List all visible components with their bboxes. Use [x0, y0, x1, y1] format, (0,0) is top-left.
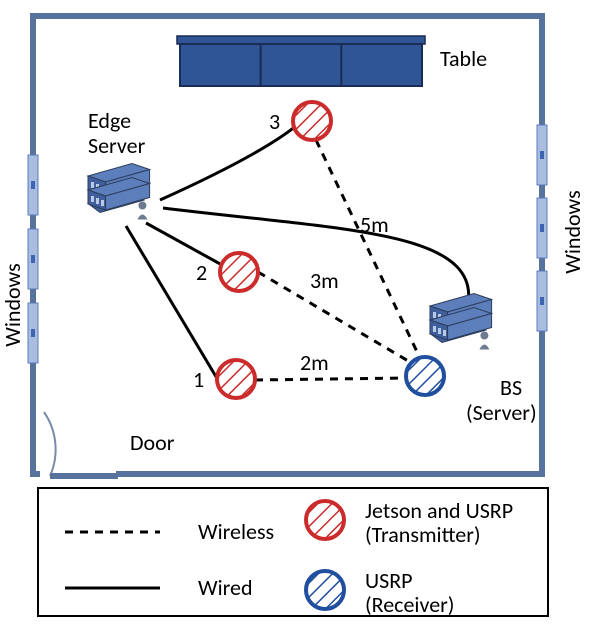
table — [177, 36, 425, 86]
window-segment — [28, 229, 38, 289]
transmitter-num: 3 — [269, 108, 280, 135]
door-arc — [44, 412, 56, 476]
bs-label-2: (Server) — [466, 399, 537, 426]
transmitter-node — [293, 102, 331, 140]
transmitter-node — [220, 253, 258, 291]
wired-link — [126, 226, 218, 380]
windows-left-label: Windows — [0, 263, 26, 346]
legend-tx-label-1: Jetson and USRP — [365, 497, 513, 524]
window-segment — [28, 303, 38, 363]
distance-label: 2m — [300, 349, 329, 376]
edge-server-label-1: Edge — [88, 107, 131, 134]
windows-right-label: Windows — [559, 190, 586, 273]
legend-tx-label-2: (Transmitter) — [365, 521, 481, 548]
transmitter-node — [217, 360, 255, 398]
legend-rx-label-2: (Receiver) — [365, 591, 454, 618]
wired-link — [146, 223, 222, 265]
table-label: Table — [440, 45, 487, 72]
wireless-link — [255, 378, 406, 380]
legend-tx-icon — [306, 501, 344, 539]
legend-wireless-label: Wireless — [198, 518, 274, 545]
legend-rx-icon — [306, 571, 344, 609]
legend-rx-label-1: USRP — [365, 567, 413, 594]
edge-server-label-2: Server — [88, 132, 146, 159]
receiver-node — [406, 357, 444, 395]
transmitter-num: 1 — [193, 366, 204, 393]
bs-server-icon — [418, 294, 492, 350]
wired-link — [160, 102, 310, 200]
window-segment — [537, 198, 547, 258]
distance-label: 3m — [310, 267, 339, 294]
transmitter-num: 2 — [196, 259, 207, 286]
window-segment — [537, 125, 547, 185]
window-segment — [537, 271, 547, 331]
window-segment — [28, 155, 38, 215]
wireless-link — [316, 140, 420, 358]
edge-server-icon — [76, 164, 150, 220]
distance-label: 5m — [360, 211, 389, 238]
legend-wired-label: Wired — [198, 574, 253, 601]
bs-label-1: BS — [500, 374, 522, 401]
door-label: Door — [130, 429, 175, 456]
